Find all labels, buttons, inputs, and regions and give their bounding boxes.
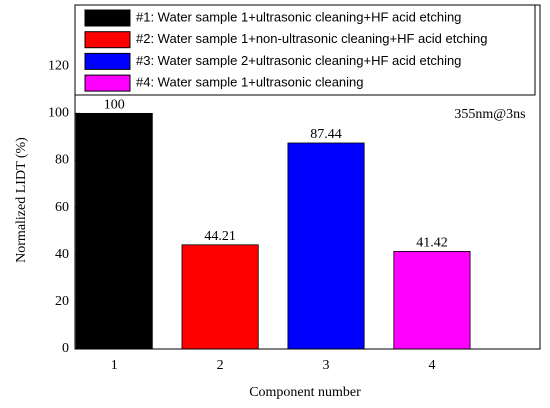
x-tick-label: 2 [217,358,224,373]
legend-label: #4: Water sample 1+ultrasonic cleaning [136,75,364,90]
legend-swatch [84,52,131,70]
value-label: 87.44 [310,127,342,142]
x-tick-label: 1 [111,358,118,373]
legend-swatch [84,74,131,92]
y-tick-label: 0 [62,341,69,356]
value-label: 41.42 [416,236,448,251]
y-axis-label: Normalized LIDT (%) [14,137,29,263]
x-tick-label: 3 [323,358,330,373]
legend-label: #2: Water sample 1+non-ultrasonic cleani… [136,31,487,46]
bar [393,251,471,350]
bar [287,142,365,350]
y-tick-label: 40 [55,247,69,262]
y-tick-label: 120 [48,58,69,73]
bar [181,244,259,350]
legend-swatch [84,9,131,27]
legend-label: #1: Water sample 1+ultrasonic cleaning+H… [136,9,461,24]
legend-label: #3: Water sample 2+ultrasonic cleaning+H… [136,53,461,68]
x-axis-label: Component number [249,385,361,400]
bar [75,112,153,350]
annotation: 355nm@3ns [454,107,525,122]
legend: #1: Water sample 1+ultrasonic cleaning+H… [74,4,536,96]
x-tick-label: 4 [428,358,435,373]
y-tick-label: 20 [55,294,69,309]
y-tick-label: 60 [55,200,69,215]
legend-swatch [84,31,131,49]
value-label: 44.21 [204,229,236,244]
y-tick-label: 80 [55,153,69,168]
legend-box [74,4,536,96]
value-label: 100 [104,98,125,113]
y-tick-label: 100 [48,106,69,121]
